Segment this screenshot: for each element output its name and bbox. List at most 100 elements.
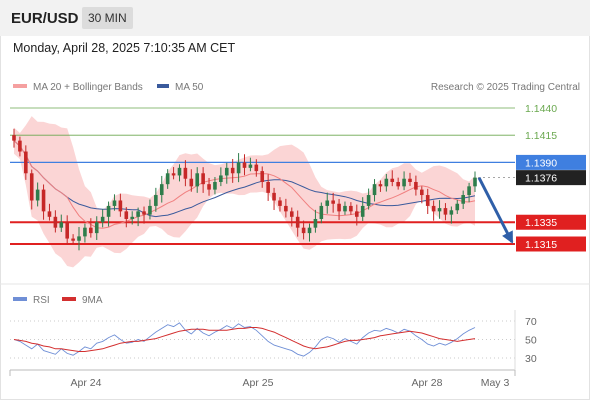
candle-body <box>402 178 406 187</box>
candle-body <box>189 178 194 187</box>
candle-body <box>24 151 28 174</box>
candle-body <box>106 205 111 217</box>
arrow-head <box>502 230 513 244</box>
candle-body <box>207 184 211 190</box>
symbol-title: EUR/USD <box>11 10 79 27</box>
price-label-pivot: 1.1390 <box>525 157 557 169</box>
candle-body <box>165 173 170 185</box>
header-bar: EUR/USD 30 MIN <box>0 0 590 36</box>
rsi-ma-legend-label: 9MA <box>82 295 103 306</box>
timeframe-badge[interactable]: 30 MIN <box>82 7 133 29</box>
candle-body <box>408 178 412 182</box>
candle-body <box>41 189 46 212</box>
candle-body <box>354 211 359 217</box>
candle-body <box>313 218 318 228</box>
candle-body <box>343 205 347 212</box>
candle-body <box>455 203 460 211</box>
candle-body <box>124 211 129 219</box>
candle-body <box>449 210 454 215</box>
candle-body <box>266 181 270 193</box>
candle-body <box>77 236 81 241</box>
ma50-line <box>13 140 476 218</box>
candle-body <box>319 205 324 219</box>
candle-body <box>431 205 436 212</box>
candle-body <box>201 173 205 185</box>
candle-body <box>337 203 341 212</box>
candle-body <box>473 177 477 187</box>
candle-body <box>325 200 330 206</box>
candle-body <box>236 162 241 174</box>
candle-body <box>118 200 123 212</box>
rsi-ma-legend-swatch <box>62 297 76 301</box>
candle-body <box>301 227 306 234</box>
candle-body <box>159 184 164 196</box>
candle-body <box>112 200 117 206</box>
candle-body <box>349 205 353 212</box>
candle-body <box>307 227 312 234</box>
timestamp: Monday, April 28, 2025 7:10:35 AM CET <box>13 41 236 55</box>
x-tick-label: Apr 28 <box>412 377 443 389</box>
candle-body <box>396 181 400 187</box>
candle-body <box>29 173 34 201</box>
candle-body <box>94 222 99 234</box>
candle-body <box>372 184 377 196</box>
candle-body <box>260 171 265 182</box>
price-label-support: 1.1315 <box>525 239 557 251</box>
price-label-support: 1.1335 <box>525 217 557 229</box>
candle-body <box>414 181 418 190</box>
candle-body <box>390 178 395 182</box>
price-label-current: 1.1376 <box>525 173 557 185</box>
bollinger-fill <box>14 116 475 268</box>
price-tag-current <box>516 170 586 186</box>
candle-body <box>437 208 442 212</box>
price-label-target: 1.1415 <box>525 130 557 142</box>
candle-body <box>284 205 288 212</box>
candle-body <box>420 189 424 196</box>
candle-body <box>35 189 40 201</box>
candle-body <box>18 140 22 152</box>
candle-body <box>224 167 229 176</box>
candle-body <box>378 184 383 187</box>
candle-body <box>467 186 471 196</box>
candle-body <box>360 205 365 217</box>
price-levels <box>10 107 515 245</box>
ma20-legend-label: MA 20 + Bollinger Bands <box>33 82 143 93</box>
rsi-level-label: 50 <box>525 335 537 347</box>
price-tag-support <box>516 236 586 252</box>
rsi-legend-label: RSI <box>33 295 50 306</box>
candle-body <box>219 175 223 182</box>
candle-body <box>53 216 58 228</box>
x-tick-label: May 3 <box>481 377 510 389</box>
candle-body <box>278 200 282 206</box>
candle-body <box>130 216 135 219</box>
rsi-level-label: 30 <box>525 353 537 365</box>
candle-body <box>12 135 16 141</box>
candle-body <box>83 227 87 237</box>
ma50-legend-swatch <box>157 84 169 88</box>
arrow-shaft <box>477 176 514 243</box>
candle-body <box>89 227 93 234</box>
ma20-legend-swatch <box>13 84 27 88</box>
candle-body <box>148 205 152 215</box>
candle-body <box>183 167 188 179</box>
price-label-target: 1.1440 <box>525 103 557 115</box>
bollinger-bands <box>14 116 475 268</box>
rsi-level-label: 70 <box>525 316 537 328</box>
candle-body <box>443 208 448 215</box>
candle-body <box>177 167 182 176</box>
candle-body <box>254 164 259 172</box>
candle-body <box>461 195 465 204</box>
candle-body <box>47 211 52 217</box>
x-tick-label: Apr 25 <box>243 377 274 389</box>
forecast-arrow <box>477 176 514 244</box>
candle-body <box>242 162 247 168</box>
ma50-legend-label: MA 50 <box>175 82 204 93</box>
candle-body <box>65 222 69 239</box>
x-tick-label: Apr 24 <box>71 377 102 389</box>
candle-body <box>142 211 146 215</box>
price-axis-labels: 1.1440 1.1415 1.1390 1.1376 1.1335 1.1315 <box>516 103 586 252</box>
rsi-legend-swatch <box>13 297 27 301</box>
price-tag-support <box>516 214 586 230</box>
candle-body <box>295 216 300 228</box>
